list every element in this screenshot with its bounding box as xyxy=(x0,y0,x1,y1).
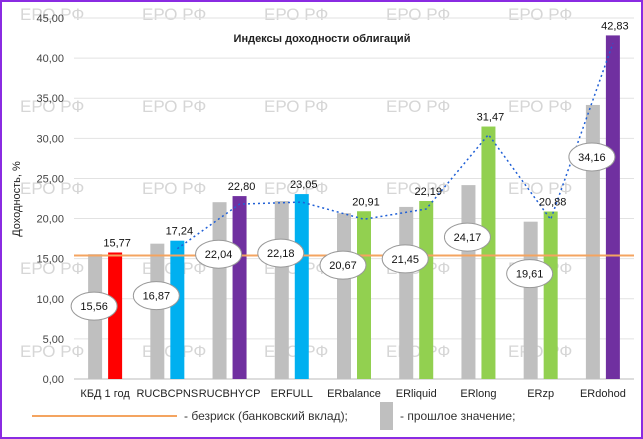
bar-previous xyxy=(399,206,414,379)
value-bubble-previous xyxy=(257,238,305,268)
value-label-previous: 22,18 xyxy=(267,248,295,260)
y-tick-label: 45,00 xyxy=(36,13,64,25)
watermark-text: ЕРО РФ xyxy=(264,5,328,24)
value-label-previous: 16,87 xyxy=(143,291,171,303)
watermark-text: ЕРО РФ xyxy=(142,5,206,24)
value-bubble-previous xyxy=(319,250,367,280)
y-axis-title: Доходность, % xyxy=(11,161,23,237)
legend-label-risk-free: - безриск (банковский вклад); xyxy=(184,409,348,423)
y-tick-label: 20,00 xyxy=(36,214,64,226)
watermark-text: ЕРО РФ xyxy=(264,97,328,116)
y-tick-label: 30,00 xyxy=(36,133,64,145)
value-bubble-previous xyxy=(132,281,180,311)
y-tick-label: 5,00 xyxy=(43,334,64,346)
value-label-current: 15,77 xyxy=(103,237,131,249)
watermark-text: ЕРО РФ xyxy=(386,342,450,361)
value-label-current: 22,19 xyxy=(414,186,442,198)
legend-swatch-previous xyxy=(380,402,393,430)
watermark-text: ЕРО РФ xyxy=(508,97,572,116)
x-category-label: ERzp xyxy=(527,388,554,400)
value-label-current: 20,91 xyxy=(352,196,380,208)
y-tick-label: 0,00 xyxy=(43,374,64,386)
watermark-text: ЕРО РФ xyxy=(508,179,572,198)
chart-title: Индексы доходности облигаций xyxy=(234,33,411,45)
x-category-label: ERbalance xyxy=(327,388,381,400)
y-tick-label: 35,00 xyxy=(36,93,64,105)
watermark-text: ЕРО РФ xyxy=(20,97,84,116)
watermark-text: ЕРО РФ xyxy=(20,259,84,278)
legend: - безриск (банковский вклад); - прошлое з… xyxy=(32,402,515,430)
watermark-text: ЕРО РФ xyxy=(386,5,450,24)
watermark-text: ЕРО РФ xyxy=(142,97,206,116)
watermark-text: ЕРО РФ xyxy=(508,342,572,361)
grid-lines: 0,00 5,00 10,00 15,00 20,00 25,00 30,00 35,00 40… xyxy=(36,13,634,386)
bar-current xyxy=(419,200,434,379)
value-label-current: 42,83 xyxy=(601,20,629,32)
value-bubble-previous xyxy=(70,291,118,321)
value-label-current: 17,24 xyxy=(166,226,194,238)
value-bubble-previous xyxy=(195,239,243,269)
bar-current xyxy=(481,126,496,379)
value-bubble-previous xyxy=(381,244,429,274)
x-category-label: КБД 1 год xyxy=(80,388,130,400)
bar-current xyxy=(357,211,371,379)
value-label-previous: 21,45 xyxy=(391,254,419,266)
watermark-text: ЕРО РФ xyxy=(508,5,572,24)
y-tick-label: 40,00 xyxy=(36,53,64,65)
value-label-previous: 24,17 xyxy=(454,232,482,244)
value-bubble-previous xyxy=(568,142,616,172)
x-category-label: RUCBHYCP xyxy=(199,388,261,400)
value-label-previous: 15,56 xyxy=(80,301,108,313)
bar-current xyxy=(605,35,620,379)
x-category-label: ERliquid xyxy=(396,388,437,400)
legend-label-previous: - прошлое значение; xyxy=(400,409,515,423)
value-label-previous: 34,16 xyxy=(578,152,606,164)
y-tick-label: 25,00 xyxy=(36,173,64,185)
value-label-previous: 22,04 xyxy=(205,249,233,261)
bar-previous xyxy=(337,213,351,379)
value-label-previous: 19,61 xyxy=(516,269,544,281)
y-tick-label: 10,00 xyxy=(36,294,64,306)
bar-previous xyxy=(585,104,600,380)
bar-current xyxy=(232,196,247,379)
value-bubble-previous xyxy=(443,222,491,252)
bar-previous xyxy=(461,185,476,379)
bar-previous xyxy=(150,243,165,379)
bar-previous xyxy=(523,221,538,379)
x-category-label: ERlong xyxy=(460,388,496,400)
y-tick-label: 15,00 xyxy=(36,254,64,266)
watermark-text: ЕРО РФ xyxy=(386,179,450,198)
trendline xyxy=(176,43,614,250)
value-bubble-previous xyxy=(506,259,554,289)
x-category-label: ERFULL xyxy=(271,388,313,400)
x-category-label: RUCBCPNS xyxy=(136,388,198,400)
watermark-text: ЕРО РФ xyxy=(20,179,84,198)
watermark-text: ЕРО РФ xyxy=(142,179,206,198)
value-label-current: 23,05 xyxy=(290,179,318,191)
watermark-text: ЕРО РФ xyxy=(264,179,328,198)
labels-layer: 15,77 15,56 КБД 1 год 17,24 16,87 RUCBCPNS 22,… xyxy=(70,20,629,400)
watermark-text: ЕРО РФ xyxy=(20,5,84,24)
bar-current xyxy=(294,194,309,379)
watermark-text: ЕРО РФ xyxy=(20,342,84,361)
value-label-previous: 20,67 xyxy=(329,260,357,272)
value-label-current: 31,47 xyxy=(477,112,505,124)
value-label-current: 20,88 xyxy=(539,196,567,208)
bar-current xyxy=(108,252,123,379)
trendline-layer xyxy=(176,43,614,250)
bar-previous xyxy=(212,202,227,379)
bar-previous xyxy=(274,201,289,379)
bar-current xyxy=(543,211,558,379)
bar-current xyxy=(170,240,185,379)
value-label-current: 22,80 xyxy=(228,181,256,193)
x-category-label: ERdohod xyxy=(580,388,626,400)
watermark-text: ЕРО РФ xyxy=(386,97,450,116)
